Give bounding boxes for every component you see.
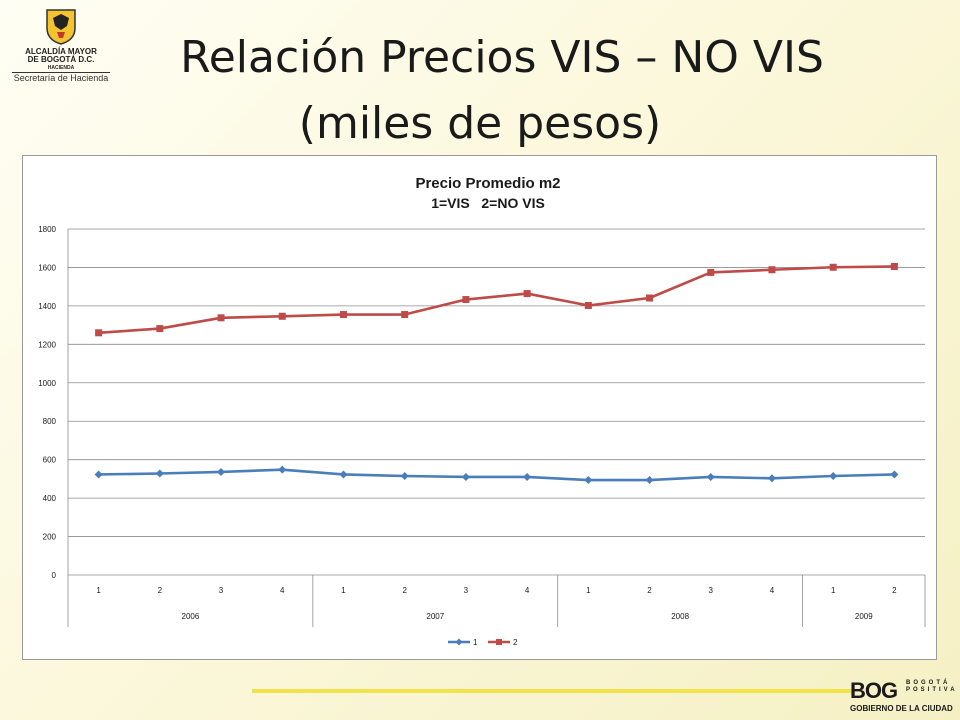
series-2-point [768, 266, 776, 274]
x-tick-label: 1 [341, 586, 346, 595]
bog-tagline: BOGOTÁ POSITIVA [906, 680, 958, 693]
logo-line-3: HACIENDA [47, 64, 75, 71]
x-tick-label: 4 [280, 586, 285, 595]
series-2-point [462, 296, 470, 304]
chart-title: Precio Promedio m2 [415, 175, 560, 192]
y-tick-label: 0 [52, 571, 57, 580]
series-1-point [523, 472, 532, 481]
series-2-line [98, 265, 895, 335]
x-tick-label: 2 [402, 586, 407, 595]
series-2-point [217, 314, 225, 322]
year-label: 2008 [671, 612, 689, 621]
legend-label-2: 2 [513, 638, 518, 647]
y-tick-label: 200 [43, 533, 57, 542]
series-1-point [339, 470, 348, 479]
alcaldia-logo: ALCALDÍA MAYOR DE BOGOTÁ D.C. HACIENDA S… [6, 6, 116, 92]
series-1-line [98, 468, 895, 482]
x-tick-label: 2 [647, 586, 652, 595]
series-1-point [584, 476, 593, 485]
bogota-positiva-logo: BOG BOGOTÁ POSITIVA GOBIERNO DE LA CIUDA… [848, 676, 958, 718]
series-1-point [217, 467, 226, 476]
coat-of-arms-icon [46, 9, 76, 45]
y-tick-label: 1000 [38, 379, 56, 388]
series-2-point [646, 294, 654, 302]
year-label: 2006 [182, 612, 200, 621]
x-tick-label: 1 [831, 586, 836, 595]
x-tick-label: 2 [892, 586, 897, 595]
series-2-point [339, 311, 347, 319]
legend-marker-1 [455, 638, 463, 646]
logo-line-2: DE BOGOTÁ D.C. [27, 55, 95, 65]
footer-divider [252, 689, 852, 693]
bog-subtitle: GOBIERNO DE LA CIUDAD [850, 704, 953, 713]
chart-container: Precio Promedio m2 1=VIS 2=NO VIS 0 200 40… [22, 155, 937, 660]
series-2-point [829, 263, 837, 271]
x-tick-label: 2 [158, 586, 163, 595]
series-1-point [829, 472, 838, 481]
series-2-point [707, 268, 715, 276]
series-2-point [401, 311, 409, 319]
logo-line-1: ALCALDÍA MAYOR [25, 47, 97, 56]
x-tick-label: 1 [96, 586, 101, 595]
page-title: Relación Precios VIS – NO VIS [180, 32, 824, 83]
year-label: 2009 [855, 612, 873, 621]
series-1-point [461, 472, 470, 481]
year-label: 2007 [426, 612, 444, 621]
series-1-point [706, 472, 715, 481]
series-1-point [400, 472, 409, 481]
y-tick-label: 800 [43, 417, 57, 426]
series-2-point [584, 302, 592, 310]
x-tick-label: 1 [586, 586, 591, 595]
legend-label-1: 1 [473, 638, 478, 647]
y-tick-label: 600 [43, 456, 57, 465]
series-1-point [278, 465, 287, 474]
y-tick-label: 400 [43, 494, 57, 503]
x-tick-label: 4 [770, 586, 775, 595]
series-1-point [645, 476, 654, 485]
x-tick-label: 4 [525, 586, 530, 595]
x-tick-label: 3 [464, 586, 469, 595]
logo-line-4: Secretaría de Hacienda [12, 72, 110, 84]
series-1-point [94, 470, 103, 479]
series-2-point [523, 290, 531, 298]
y-tick-label: 1400 [38, 302, 56, 311]
series-1-point [155, 469, 164, 478]
series-1-point [890, 470, 899, 479]
y-tick-label: 1200 [38, 340, 56, 349]
x-tick-label: 3 [709, 586, 714, 595]
series-2-point [890, 262, 898, 270]
legend-marker-2 [496, 639, 502, 645]
series-2-point [156, 325, 164, 333]
series-2-point [278, 312, 286, 320]
bog-mark: BOG [850, 678, 898, 703]
chart-subtitle: 1=VIS 2=NO VIS [431, 195, 545, 211]
y-tick-label: 1800 [38, 225, 56, 234]
series-2-point [95, 329, 103, 337]
y-tick-label: 1600 [38, 263, 56, 272]
page-subtitle: (miles de pesos) [298, 98, 662, 149]
x-tick-label: 3 [219, 586, 224, 595]
line-chart: Precio Promedio m2 1=VIS 2=NO VIS 0 200 40… [38, 175, 926, 647]
series-1-point [767, 474, 776, 483]
